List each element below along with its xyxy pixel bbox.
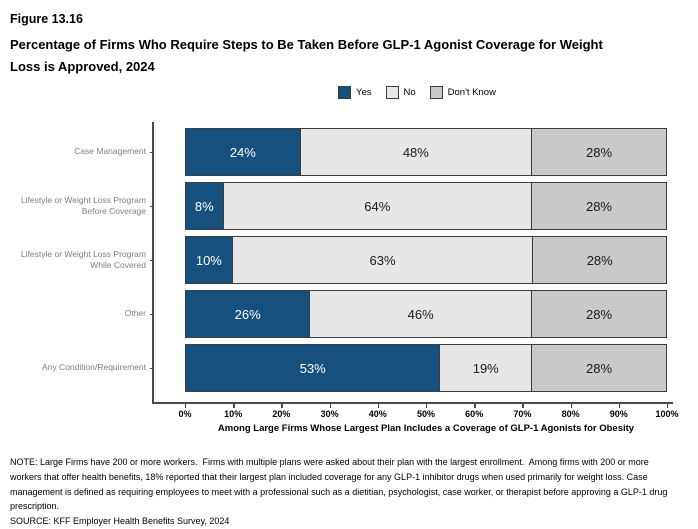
bar-segment-yes: 8%	[185, 182, 224, 230]
stacked-bar: 8% 64% 28%	[185, 182, 667, 230]
stacked-bar: 10% 63% 28%	[185, 236, 668, 284]
stacked-bar: 26% 46% 28%	[185, 290, 667, 338]
note-text: NOTE: Large Firms have 200 or more worke…	[10, 457, 670, 512]
figure-footer: NOTE: Large Firms have 200 or more worke…	[10, 455, 682, 529]
x-tick-label: 30%	[320, 409, 339, 419]
legend-swatch-icon	[429, 86, 443, 99]
x-tick-mark	[667, 403, 669, 408]
legend-swatch-icon	[338, 86, 351, 99]
category-label: Other	[0, 290, 154, 338]
bar-value-label: 28%	[585, 360, 613, 376]
x-tick-mark	[618, 403, 621, 408]
bar-segment-yes: 26%	[185, 290, 311, 338]
stacked-bar: 24% 48% 28%	[185, 128, 667, 176]
bar-segment-yes: 10%	[185, 236, 233, 284]
x-tick-label: 100%	[655, 409, 679, 419]
bar-segment-yes: 53%	[185, 344, 441, 392]
bar-segment-don-t-know: 28%	[532, 344, 667, 392]
x-tick-label: 60%	[465, 409, 484, 419]
bar-value-label: 26%	[234, 306, 261, 322]
x-tick-label: 80%	[561, 409, 580, 419]
bar-value-label: 24%	[229, 144, 256, 160]
bar-value-label: 10%	[195, 252, 222, 268]
chart-row: Case Management 24% 48% 28%	[0, 128, 698, 176]
x-axis-line	[152, 402, 673, 404]
x-tick-mark	[233, 403, 235, 408]
bar-segment-yes: 24%	[185, 128, 301, 176]
bar-offset-spacer	[150, 128, 185, 176]
bar-segment-no: 19%	[440, 344, 533, 392]
bar-segment-don-t-know: 28%	[532, 182, 667, 230]
bar-value-label: 53%	[299, 360, 326, 376]
category-label: Any Condition/Requirement	[0, 344, 154, 392]
bar-value-label: 46%	[407, 306, 434, 322]
x-axis-caption: Among Large Firms Whose Largest Plan Inc…	[217, 423, 635, 434]
x-tick-label: 0%	[178, 409, 192, 419]
bar-segment-no: 48%	[300, 128, 533, 176]
bar-segment-no: 46%	[310, 290, 533, 338]
chart-rows: Case Management 24% 48% 28% Lifestyle or Wei…	[0, 128, 698, 398]
x-tick-mark	[185, 403, 187, 408]
legend-item-no: No	[385, 86, 416, 99]
legend-swatch-icon	[385, 86, 399, 99]
bar-value-label: 63%	[369, 252, 396, 268]
chart-row: Lifestyle or Weight Loss Program Before …	[0, 182, 698, 230]
bar-segment-no: 63%	[232, 236, 534, 284]
x-tick-label: 70%	[513, 409, 532, 419]
legend-item-yes: Yes	[338, 86, 372, 99]
bar-segment-don-t-know: 28%	[533, 236, 668, 284]
x-tick-label: 50%	[416, 409, 436, 419]
x-tick-mark	[426, 403, 428, 408]
bar-value-label: 64%	[364, 198, 391, 214]
legend-label: Yes	[356, 87, 372, 98]
bar-segment-no: 64%	[223, 182, 533, 230]
category-label: Lifestyle or Weight Loss Program Before …	[0, 182, 154, 230]
x-axis-ticks	[185, 403, 669, 408]
x-tick-mark	[570, 403, 572, 408]
x-tick-mark	[377, 403, 380, 408]
x-tick-label: 90%	[609, 409, 628, 419]
bar-value-label: 28%	[585, 144, 613, 160]
legend-item-don-t-know: Don't Know	[429, 86, 496, 99]
x-axis-tick-labels: 0% 10% 20% 30% 40% 50% 60% 70% 80% 90% 100%	[178, 409, 678, 421]
legend-label: No	[403, 87, 416, 98]
bar-value-label: 19%	[472, 360, 499, 376]
stacked-bar: 53% 19% 28%	[185, 344, 667, 392]
chart-row: Any Condition/Requirement 53% 19% 28%	[0, 344, 698, 392]
bar-value-label: 28%	[585, 306, 613, 322]
x-tick-label: 20%	[272, 409, 291, 419]
x-tick-label: 10%	[224, 409, 243, 419]
figure-header: Figure 13.16 Percentage of Firms Who Req…	[10, 12, 610, 78]
bar-offset-spacer	[150, 290, 185, 338]
bar-segment-don-t-know: 28%	[532, 290, 667, 338]
bar-offset-spacer	[150, 236, 185, 284]
chart-row: Other 26% 46% 28%	[0, 290, 698, 338]
source-text: SOURCE: KFF Employer Health Benefits Sur…	[10, 516, 230, 527]
bar-value-label: 28%	[585, 198, 612, 214]
bar-value-label: 8%	[194, 198, 214, 214]
y-axis-line	[152, 122, 154, 402]
bar-offset-spacer	[150, 182, 185, 230]
x-tick-mark	[329, 403, 331, 408]
chart-legend: Yes No Don't Know	[338, 86, 496, 99]
figure-number: Figure 13.16	[10, 12, 83, 26]
x-tick-label: 40%	[368, 409, 387, 419]
bar-offset-spacer	[150, 344, 185, 392]
category-label: Case Management	[0, 128, 154, 176]
x-tick-mark	[522, 403, 524, 408]
figure-title: Percentage of Firms Who Require Steps to…	[10, 37, 603, 74]
bar-value-label: 28%	[586, 252, 613, 268]
legend-label: Don't Know	[447, 87, 496, 98]
x-tick-mark	[281, 403, 283, 408]
x-tick-mark	[474, 403, 476, 408]
chart-row: Lifestyle or Weight Loss Program While C…	[0, 236, 698, 284]
bar-value-label: 48%	[402, 144, 429, 160]
bar-segment-don-t-know: 28%	[532, 128, 667, 176]
category-label: Lifestyle or Weight Loss Program While C…	[0, 236, 154, 284]
